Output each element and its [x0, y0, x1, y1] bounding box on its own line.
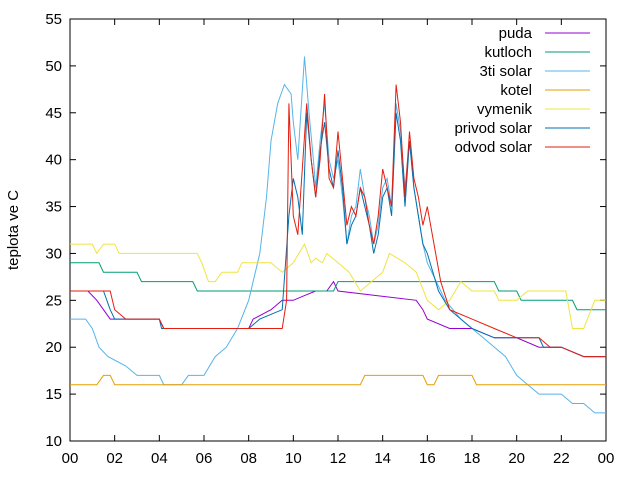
x-tick-label: 06 — [196, 450, 213, 467]
legend-label: privod solar — [454, 120, 532, 137]
legend: puda kutloch 3ti solar kotel vymenik privod s… — [454, 25, 590, 156]
y-tick-label: 35 — [45, 199, 62, 216]
legend-label: kotel — [500, 82, 532, 99]
y-tick-label: 55 — [45, 11, 62, 28]
series-lines — [70, 56, 606, 414]
series-line-vymenik — [70, 242, 606, 329]
x-tick-label: 10 — [285, 450, 302, 467]
x-tick-label: 08 — [240, 450, 257, 467]
legend-label: odvod solar — [454, 139, 532, 156]
x-axis: 00 02 04 06 08 10 12 14 16 18 20 22 00 — [62, 19, 615, 467]
y-tick-label: 45 — [45, 105, 62, 122]
y-tick-label: 15 — [45, 386, 62, 403]
y-axis: 10 15 20 25 30 35 40 45 50 55 — [45, 11, 606, 450]
legend-label: 3ti solar — [479, 63, 532, 80]
x-tick-label: 00 — [62, 450, 79, 467]
y-tick-label: 25 — [45, 292, 62, 309]
legend-label: kutloch — [484, 44, 532, 61]
x-tick-label: 22 — [553, 450, 570, 467]
series-line-kutloch — [70, 262, 606, 311]
x-tick-label: 12 — [330, 450, 347, 467]
legend-label: vymenik — [477, 101, 533, 118]
x-tick-label: 04 — [151, 450, 168, 467]
y-axis-title: teplota ve C — [5, 190, 22, 270]
x-tick-label: 02 — [106, 450, 123, 467]
y-tick-label: 10 — [45, 433, 62, 450]
y-tick-label: 40 — [45, 152, 62, 169]
series-line-kotel — [70, 374, 606, 386]
y-tick-label: 30 — [45, 245, 62, 262]
x-tick-label: 00 — [598, 450, 615, 467]
series-line-odvod-solar — [70, 84, 606, 358]
x-tick-label: 20 — [508, 450, 525, 467]
x-tick-label: 18 — [464, 450, 481, 467]
x-tick-label: 14 — [374, 450, 391, 467]
x-tick-label: 16 — [419, 450, 436, 467]
y-tick-label: 20 — [45, 339, 62, 356]
legend-label: puda — [499, 25, 533, 42]
y-tick-label: 50 — [45, 58, 62, 75]
